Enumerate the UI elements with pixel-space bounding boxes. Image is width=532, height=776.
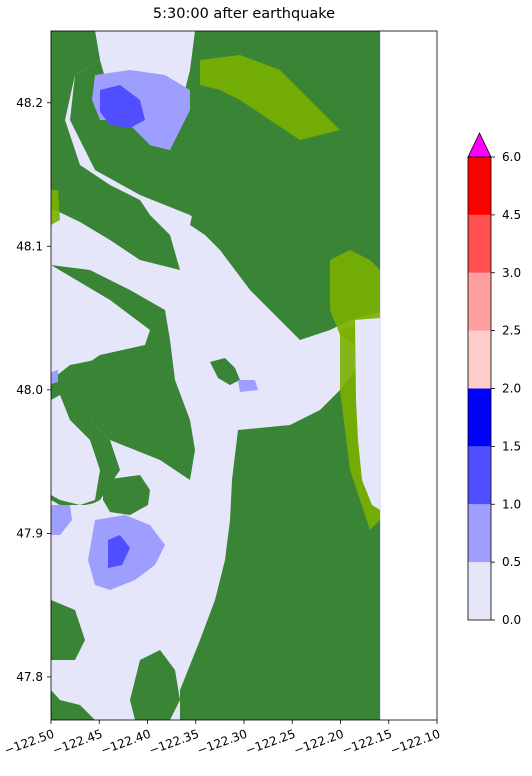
colorbar-segment (468, 446, 491, 505)
colorbar-tick-label: 0.0 (502, 613, 521, 627)
colorbar-tick-label: 2.0 (502, 382, 521, 396)
colorbar-extend-triangle (467, 132, 492, 158)
flood-south-deep (108, 535, 130, 568)
colorbar-segment (468, 388, 491, 447)
x-tick-label: −122.35 (147, 727, 201, 758)
colorbar-segment (468, 157, 491, 215)
flood-west-patch (51, 505, 72, 535)
colorbar-tick-label: 4.5 (502, 208, 521, 222)
flood-central-patch (238, 380, 258, 392)
colorbar-tick-label: 1.5 (502, 439, 521, 453)
land-south-west-point (51, 600, 85, 660)
land-island-south (103, 475, 150, 515)
water-west-bay (51, 250, 158, 385)
colorbar-segment (468, 562, 491, 620)
y-tick-label: 48.1 (16, 239, 43, 253)
y-tick-label: 47.9 (16, 526, 43, 540)
colorbar-segment (468, 272, 491, 331)
x-tick-label: −122.45 (51, 727, 105, 758)
x-tick-label: −122.40 (99, 727, 153, 758)
land-west-middle (51, 265, 195, 480)
x-tick-label: −122.20 (292, 727, 346, 758)
land-south-west-corner (51, 690, 95, 720)
land-northwest-peninsula (51, 31, 180, 270)
colorbar-tick-label: 6.0 (502, 150, 521, 164)
colorbar-segment (468, 330, 491, 389)
x-tick-label: −122.50 (2, 727, 56, 758)
x-tick-label: −122.15 (340, 727, 394, 758)
terrain-light-west (51, 190, 60, 225)
colorbar-tick-label: 3.0 (502, 266, 521, 280)
colorbar-tick-label: 0.5 (502, 555, 521, 569)
land-south-middle (130, 650, 180, 720)
colorbar-tick-label: 2.5 (502, 324, 521, 338)
chart-title: 5:30:00 after earthquake (152, 6, 336, 22)
flood-north-deep (100, 85, 145, 128)
land-central-islet (210, 358, 240, 385)
land-east-south (180, 340, 380, 720)
x-tick-label: −122.10 (388, 727, 442, 758)
colorbar-tick-label: 1.0 (502, 497, 521, 511)
flood-west-small (51, 370, 58, 384)
x-tick-label: −122.30 (195, 727, 249, 758)
water-east-strip (355, 318, 380, 510)
y-tick-label: 48.2 (16, 96, 43, 110)
terrain-light-north (200, 55, 340, 140)
colorbar-segment (468, 214, 491, 273)
y-tick-label: 48.0 (16, 383, 43, 397)
colorbar-segment (468, 504, 491, 563)
map-layer (51, 31, 382, 720)
x-tick-label: −122.25 (244, 727, 298, 758)
y-tick-label: 47.8 (16, 670, 43, 684)
water-west-inlet (51, 395, 100, 505)
